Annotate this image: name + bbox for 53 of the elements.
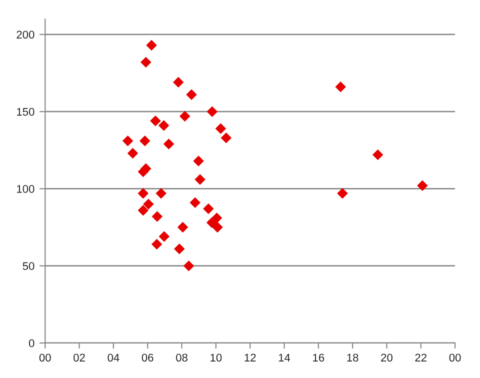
point <box>158 120 170 131</box>
point <box>186 89 197 100</box>
y-tick-label: 100 <box>17 185 34 193</box>
x-tick-label: 00 <box>39 354 51 362</box>
point <box>194 174 206 185</box>
point <box>140 56 152 68</box>
point <box>220 132 232 144</box>
point <box>417 180 428 192</box>
point <box>158 231 170 242</box>
point <box>193 156 204 166</box>
x-tick-label: 02 <box>74 354 85 362</box>
point <box>139 136 150 146</box>
x-tick-label: 10 <box>210 354 222 362</box>
point <box>177 222 188 233</box>
y-tick-label: 50 <box>22 262 34 270</box>
point <box>172 76 184 88</box>
point <box>203 203 214 214</box>
point <box>163 138 174 150</box>
point <box>190 197 200 208</box>
point <box>335 82 346 92</box>
x-tick-label: 12 <box>244 354 256 362</box>
x-tick-label: 08 <box>176 354 188 362</box>
x-tick-label: 06 <box>142 354 154 362</box>
point <box>174 244 185 254</box>
x-tick-label: 18 <box>347 354 358 362</box>
x-tick-label: 14 <box>278 354 290 362</box>
point <box>150 115 161 126</box>
point <box>215 123 226 134</box>
x-tick-label: 16 <box>313 354 324 362</box>
x-tick-label: 04 <box>108 354 120 362</box>
y-tick-label: 0 <box>28 339 34 348</box>
point <box>337 188 348 199</box>
point <box>152 211 163 222</box>
point <box>206 217 218 228</box>
point <box>127 148 138 159</box>
x-tick-label: 20 <box>381 354 392 362</box>
x-tick-label: 22 <box>415 354 426 362</box>
point <box>206 106 218 117</box>
y-tick-label: 150 <box>17 108 34 116</box>
point <box>143 198 154 210</box>
x-tick-label: 00 <box>449 354 461 362</box>
point <box>138 204 149 216</box>
point <box>122 136 134 146</box>
point <box>151 238 162 250</box>
y-tick-label: 200 <box>16 30 34 39</box>
point <box>138 188 149 199</box>
point <box>372 149 384 160</box>
point <box>183 260 194 272</box>
point <box>211 212 222 224</box>
point <box>146 40 157 51</box>
point <box>156 188 166 199</box>
point <box>212 222 223 233</box>
point <box>179 110 190 122</box>
